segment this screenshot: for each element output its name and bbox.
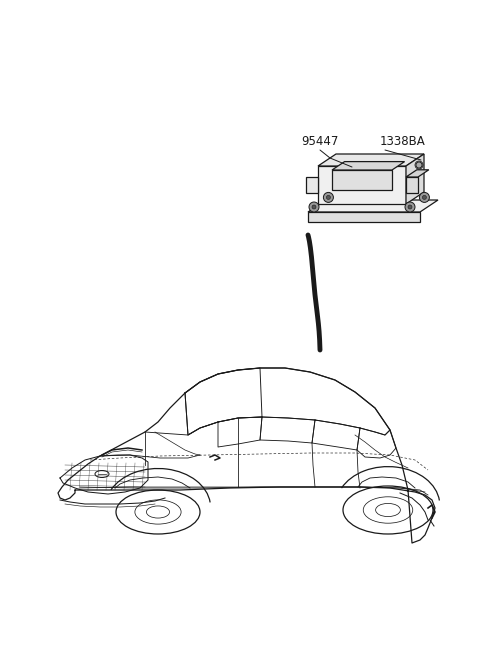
Polygon shape (406, 177, 418, 193)
Circle shape (408, 205, 412, 209)
Circle shape (309, 202, 319, 212)
Polygon shape (308, 212, 420, 222)
Polygon shape (306, 177, 318, 193)
Polygon shape (406, 170, 429, 177)
Circle shape (415, 161, 423, 169)
Circle shape (324, 193, 334, 202)
Text: 1338BA: 1338BA (380, 135, 426, 148)
Circle shape (326, 195, 330, 200)
Circle shape (312, 205, 316, 209)
Polygon shape (406, 154, 424, 204)
Polygon shape (332, 162, 405, 170)
Polygon shape (318, 154, 424, 166)
Circle shape (420, 193, 430, 202)
Polygon shape (318, 166, 406, 204)
Circle shape (405, 202, 415, 212)
Polygon shape (308, 200, 438, 212)
Text: 95447: 95447 (301, 135, 339, 148)
Polygon shape (332, 170, 392, 190)
Circle shape (422, 195, 426, 200)
